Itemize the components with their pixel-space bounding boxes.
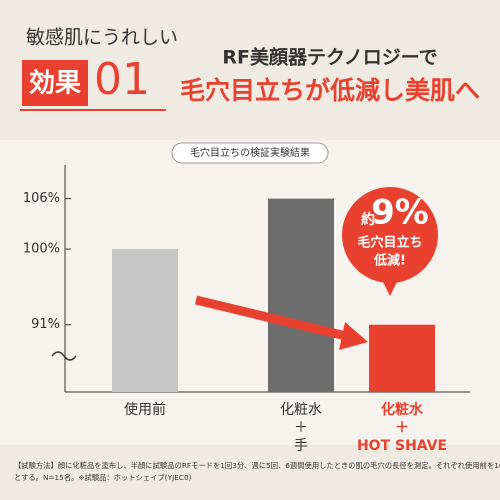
bar [112, 249, 178, 392]
headline-1: RF美顔器テクノロジーで [222, 46, 437, 69]
lead: 敏感肌にうれしい [26, 27, 178, 49]
chart-title: 毛穴目立ちの検証実験結果 [190, 146, 310, 159]
bar [268, 198, 334, 392]
y-tick-label: 100% [23, 242, 60, 257]
callout-value: 9% [371, 193, 429, 233]
x-tick-label: 化粧水 [280, 402, 322, 418]
headline-2: 毛穴目立ちが低減し美肌へ [180, 76, 480, 105]
badge-number: 01 [94, 54, 150, 105]
footnote-2: とする。N=15名。※試験品：ホットシェイブ(YJEC0) [14, 473, 192, 482]
badge-text: 効果 [29, 68, 81, 99]
chart-title-pill [171, 142, 329, 164]
x-tick-label: ＋ [395, 420, 409, 436]
callout-line2: 低減! [373, 253, 406, 269]
callout-prefix: 約 [361, 211, 375, 228]
y-tick-label: 106% [23, 191, 60, 206]
chart-panel [0, 140, 500, 445]
footnote-1: 【試験方法】顔に化粧品を塗布し、半顔に試験品のRFモードを1回3分、週に5回、6… [14, 461, 500, 470]
x-tick-label: 使用前 [124, 401, 166, 418]
axis-break [51, 351, 77, 361]
callout-line1: 毛穴目立ち [357, 235, 422, 251]
callout-tail [382, 280, 398, 296]
badge-box [22, 60, 88, 106]
callout-bubble [342, 187, 438, 283]
bar [369, 324, 435, 392]
x-tick-label: 化粧水 [381, 401, 424, 418]
arrow-shaft [194, 295, 352, 342]
arrow-head [339, 322, 368, 350]
x-tick-label: ＋ [294, 420, 308, 436]
x-tick-label: HOT SHAVE [357, 438, 447, 454]
y-tick-label: 91% [31, 317, 60, 332]
x-tick-label: 手 [294, 438, 308, 454]
